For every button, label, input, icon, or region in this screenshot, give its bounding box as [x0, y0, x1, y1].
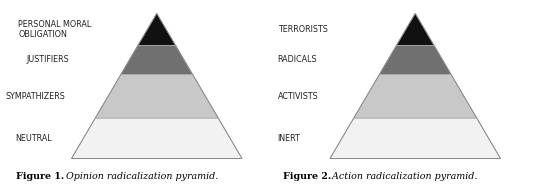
- Text: SYMPATHIZERS: SYMPATHIZERS: [6, 92, 65, 101]
- Polygon shape: [138, 13, 175, 45]
- Polygon shape: [95, 74, 218, 118]
- Text: Figure 2.: Figure 2.: [283, 172, 332, 181]
- Polygon shape: [72, 118, 242, 159]
- Text: Figure 1.: Figure 1.: [16, 172, 65, 181]
- Polygon shape: [397, 13, 434, 45]
- Polygon shape: [379, 45, 451, 74]
- Text: RADICALS: RADICALS: [278, 55, 317, 64]
- Text: JUSTIFIERS: JUSTIFIERS: [26, 55, 69, 64]
- Text: Opinion radicalization pyramid.: Opinion radicalization pyramid.: [63, 172, 218, 181]
- Polygon shape: [354, 74, 477, 118]
- Polygon shape: [121, 45, 192, 74]
- Text: ACTIVISTS: ACTIVISTS: [278, 92, 318, 101]
- Text: INERT: INERT: [278, 134, 300, 143]
- Text: TERRORISTS: TERRORISTS: [278, 25, 328, 34]
- Polygon shape: [330, 118, 500, 159]
- Text: Action radicalization pyramid.: Action radicalization pyramid.: [329, 172, 477, 181]
- Text: PERSONAL MORAL
OBLIGATION: PERSONAL MORAL OBLIGATION: [18, 20, 91, 39]
- Text: NEUTRAL: NEUTRAL: [15, 134, 52, 143]
